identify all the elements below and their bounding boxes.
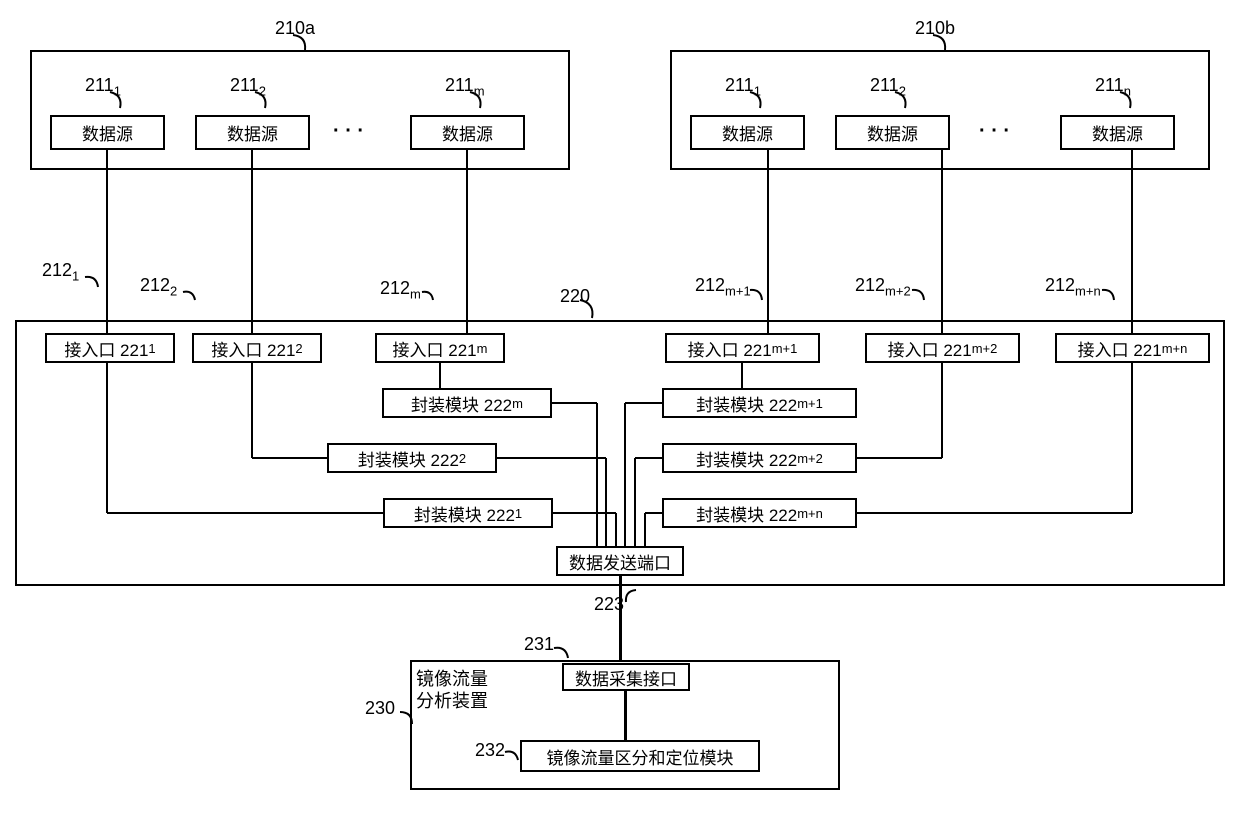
- data-source-box: 数据源: [690, 115, 805, 150]
- port-221: 接入口 2212: [192, 333, 322, 363]
- ref-212: 212m: [380, 278, 421, 302]
- ref-231: 231: [524, 634, 554, 655]
- ellipsis: · · ·: [979, 120, 1010, 143]
- encap-222: 封装模块 222m+2: [662, 443, 857, 473]
- collect-231: 数据采集接口: [562, 663, 690, 691]
- ref-212: 2122: [140, 275, 177, 299]
- send-port-223: 数据发送端口: [556, 546, 684, 576]
- encap-222: 封装模块 222m: [382, 388, 552, 418]
- data-source-box: 数据源: [50, 115, 165, 150]
- ref-212: 2121: [42, 260, 79, 284]
- group-210a: [30, 50, 570, 170]
- port-221: 接入口 221m+2: [865, 333, 1020, 363]
- ref-212: 212m+2: [855, 275, 911, 299]
- port-221: 接入口 221m+1: [665, 333, 820, 363]
- ellipsis: · · ·: [333, 120, 364, 143]
- port-221: 接入口 2211: [45, 333, 175, 363]
- ref-232: 232: [475, 740, 505, 761]
- ref-212: 212m+n: [1045, 275, 1101, 299]
- data-source-box: 数据源: [1060, 115, 1175, 150]
- encap-222: 封装模块 222m+1: [662, 388, 857, 418]
- ref-212: 212m+1: [695, 275, 751, 299]
- port-221: 接入口 221m+n: [1055, 333, 1210, 363]
- data-source-box: 数据源: [195, 115, 310, 150]
- encap-222: 封装模块 2221: [383, 498, 553, 528]
- ref-230: 230: [365, 698, 395, 719]
- encap-222: 封装模块 222m+n: [662, 498, 857, 528]
- module-232: 镜像流量区分和定位模块: [520, 740, 760, 772]
- data-source-box: 数据源: [410, 115, 525, 150]
- data-source-box: 数据源: [835, 115, 950, 150]
- port-221: 接入口 221m: [375, 333, 505, 363]
- analyzer-title: 镜像流量分析装置: [416, 668, 496, 712]
- encap-222: 封装模块 2222: [327, 443, 497, 473]
